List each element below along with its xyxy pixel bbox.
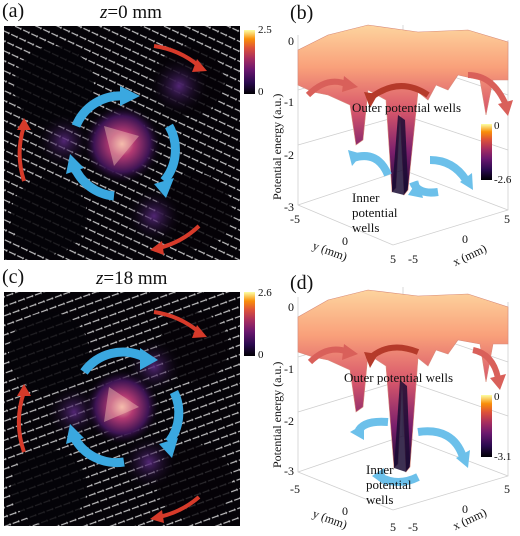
panel-d-ztick-3: -3 [284,464,294,478]
panel-b-xtick-1: 0 [462,232,468,246]
panel-d-ztick-2: -2 [284,414,294,428]
panel-b-xtick-2: 5 [504,212,510,226]
panel-c-cbar-min: 0 [258,349,264,361]
panel-c-field-svg [4,292,240,526]
panel-d-ztick-1: -1 [284,362,294,376]
panel-d-zlabel: Potential energy (a.u.) [270,361,284,468]
panel-a-label: (a) [2,0,25,22]
panel-d-cbar-max: 0 [494,391,500,403]
panel-b-outer-label: Outer potential wells [352,100,462,115]
panel-b-cbar-min: -2.6 [494,174,512,186]
panel-c-label: (c) [2,266,25,288]
panel-d-surface [297,289,509,473]
panel-a-title: z=0 mm [100,2,162,23]
panel-d-xtick-2: 5 [504,482,510,496]
panel-b-ztick-1: -1 [284,95,294,109]
panel-b-ytick-2: 5 [390,252,396,266]
panel-d-ytick-2: 5 [390,520,396,534]
panel-d-colorbar [481,395,492,457]
panel-b-inner-label: Inner potential wells [352,190,398,235]
panel-b-cbar-max: 0 [494,120,500,132]
panel-b-ztick-2: -2 [284,148,294,162]
panel-b-xtick-0: -5 [408,252,418,266]
panel-b-label: (b) [290,2,314,24]
panel-d-xtick-1: 0 [462,502,468,516]
panel-d-surface-plot [297,287,509,511]
panel-b-zlabel: Potential energy (a.u.) [270,93,284,200]
panel-c-title: z=18 mm [96,268,168,289]
panel-a-field-svg [4,26,240,260]
panel-d-xtick-0: -5 [408,520,418,534]
panel-a-colorbar [244,30,255,94]
panel-c-cbar-max: 2.6 [258,287,272,299]
panel-b-surface-plot [297,24,513,246]
panel-c-colorbar [244,292,255,356]
panel-b-colorbar [481,124,492,180]
panel-a-cbar-max: 2.5 [258,24,272,36]
panel-d-outer-label: Outer potential wells [344,370,454,385]
panel-d-ytick-0: -5 [290,482,300,496]
panel-d-inner-label: Inner potential wells [366,462,412,507]
panel-d-cbar-min: -3.1 [494,451,512,463]
panel-d-ztick-0: 0 [288,300,294,314]
panel-b-ytick-1: 0 [342,234,348,248]
panel-d-label: (d) [290,272,314,294]
panel-a-field-map [4,26,240,260]
panel-c-field-map [4,292,240,526]
panel-a-cbar-min: 0 [258,86,264,98]
panel-b-ztick-3: -3 [284,200,294,214]
panel-b-ztick-0: 0 [288,34,294,48]
panel-b-ytick-0: -5 [290,212,300,226]
panel-d-ytick-1: 0 [342,504,348,518]
